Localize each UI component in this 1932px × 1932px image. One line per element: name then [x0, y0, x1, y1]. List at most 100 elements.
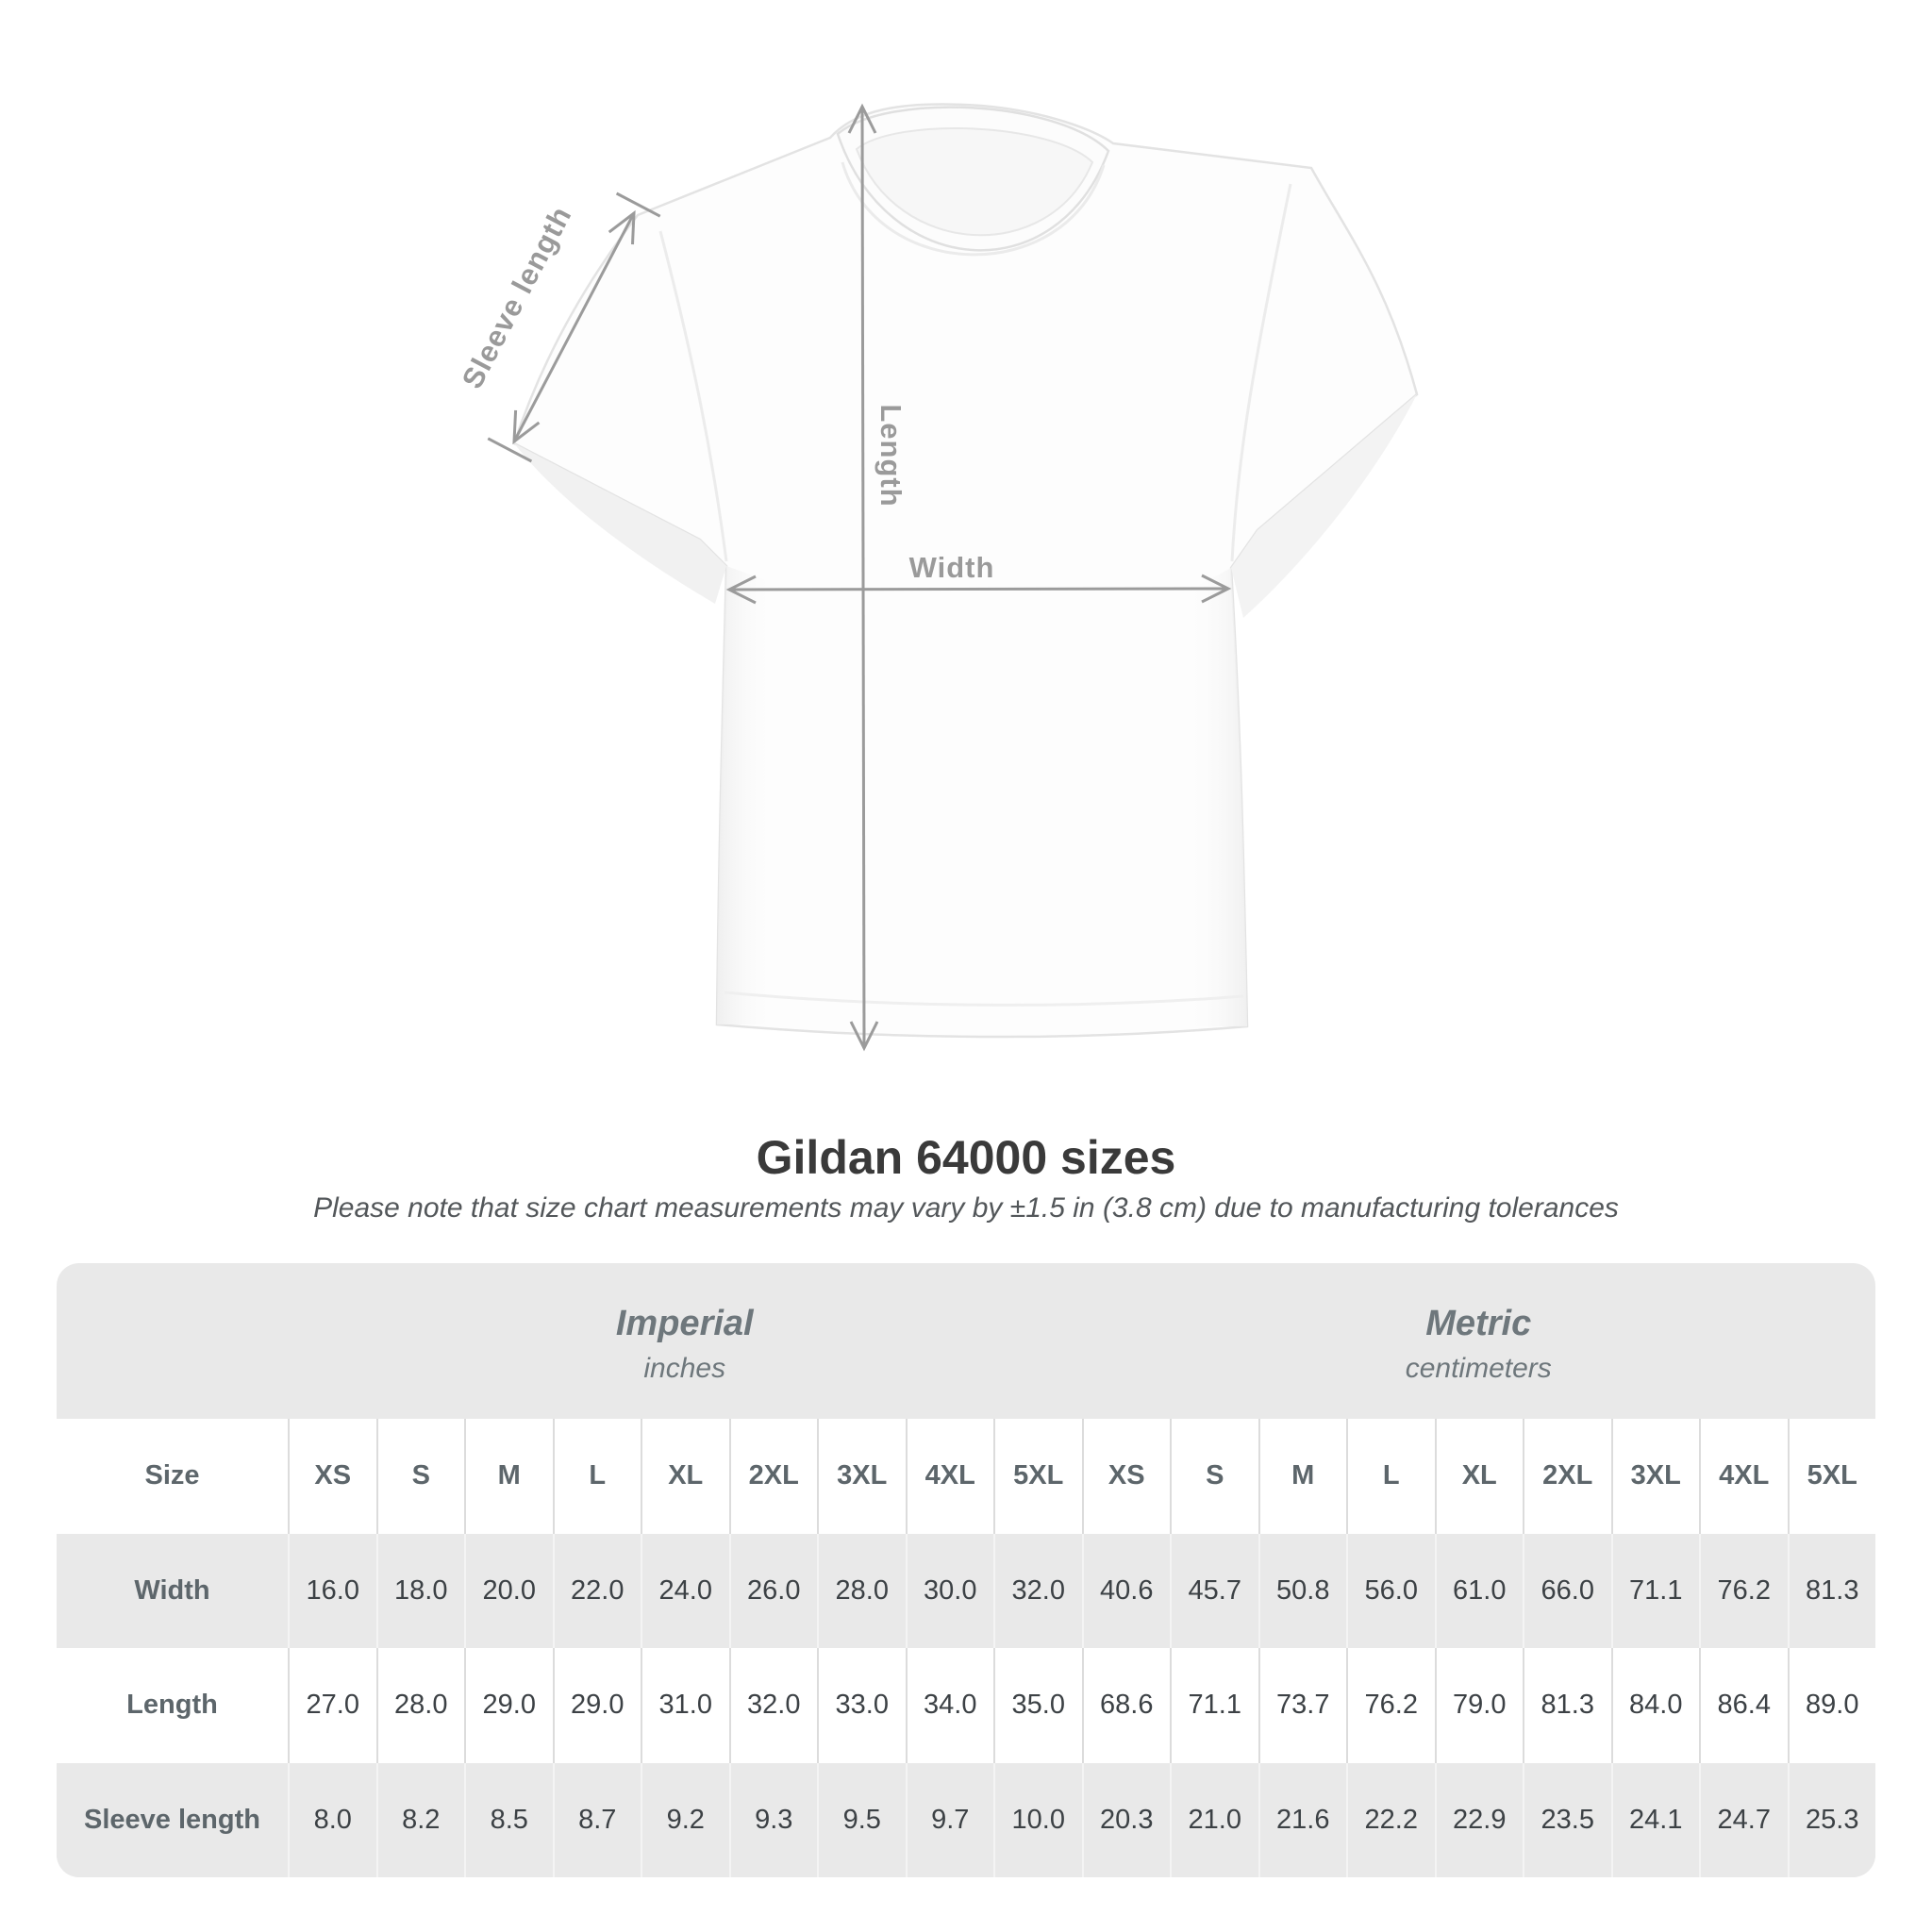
- size-column-header: Size: [57, 1419, 288, 1534]
- metric-value: 79.0: [1434, 1648, 1523, 1763]
- size-header-metric: 4XL: [1699, 1419, 1788, 1534]
- imperial-value: 35.0: [993, 1648, 1082, 1763]
- imperial-value: 9.3: [728, 1762, 817, 1877]
- imperial-value: 33.0: [817, 1648, 906, 1763]
- imperial-value: 28.0: [375, 1648, 464, 1763]
- imperial-value: 16.0: [288, 1533, 376, 1648]
- metric-value: 76.2: [1699, 1533, 1788, 1648]
- collar-inner: [855, 127, 1094, 237]
- imperial-value: 8.0: [288, 1762, 376, 1877]
- imperial-unit: inches: [643, 1352, 726, 1384]
- metric-value: 81.3: [1787, 1533, 1875, 1648]
- metric-value: 56.0: [1346, 1533, 1435, 1648]
- metric-value: 22.9: [1434, 1762, 1523, 1877]
- sleeve-length-arrow: [487, 192, 661, 463]
- metric-value: 24.7: [1699, 1762, 1788, 1877]
- group-header-spacer: [57, 1263, 288, 1419]
- length-label: Length: [874, 404, 908, 507]
- size-header-metric: 5XL: [1787, 1419, 1875, 1534]
- size-header-metric: S: [1170, 1419, 1258, 1534]
- imperial-value: 8.5: [464, 1762, 553, 1877]
- metric-value: 71.1: [1610, 1533, 1699, 1648]
- size-header-metric: L: [1346, 1419, 1435, 1534]
- metric-group-header: Metric centimeters: [1082, 1263, 1876, 1419]
- metric-value: 24.1: [1610, 1762, 1699, 1877]
- metric-value: 40.6: [1081, 1533, 1170, 1648]
- hem-seam: [724, 991, 1244, 1007]
- size-header-imperial: 3XL: [817, 1419, 906, 1534]
- metric-value: 84.0: [1610, 1648, 1699, 1763]
- collar-stitch: [841, 161, 1106, 257]
- tshirt-photo: [512, 103, 1419, 1039]
- size-table-card: Imperial inches Metric centimeters Size X…: [57, 1263, 1875, 1877]
- row-label: Length: [57, 1648, 288, 1763]
- metric-value: 20.3: [1081, 1762, 1170, 1877]
- imperial-value: 32.0: [993, 1533, 1082, 1648]
- right-side-shade: [1181, 568, 1247, 1026]
- metric-unit: centimeters: [1405, 1352, 1552, 1384]
- imperial-value: 29.0: [552, 1648, 641, 1763]
- imperial-value: 8.7: [552, 1762, 641, 1877]
- imperial-value: 9.5: [817, 1762, 906, 1877]
- tshirt-size-figure: Sleeve length Length Width: [456, 103, 1419, 1052]
- size-header-imperial: 4XL: [905, 1419, 993, 1534]
- imperial-title: Imperial: [615, 1303, 754, 1343]
- size-header-imperial: 5XL: [993, 1419, 1082, 1534]
- metric-value: 86.4: [1699, 1648, 1788, 1763]
- width-arrow: [725, 574, 1232, 605]
- size-header-imperial: 2XL: [728, 1419, 817, 1534]
- right-armhole-seam: [1230, 183, 1292, 562]
- size-table-grid: Size XS S M L XL 2XL 3XL 4XL 5XL XS S M L XL 2XL 3XL 4XL 5…: [57, 1419, 1875, 1877]
- size-header-metric: XL: [1434, 1419, 1523, 1534]
- metric-value: 22.2: [1346, 1762, 1435, 1877]
- metric-value: 68.6: [1081, 1648, 1170, 1763]
- imperial-value: 31.0: [641, 1648, 729, 1763]
- size-header-metric: 3XL: [1610, 1419, 1699, 1534]
- imperial-value: 18.0: [375, 1533, 464, 1648]
- imperial-value: 29.0: [464, 1648, 553, 1763]
- imperial-value: 30.0: [905, 1533, 993, 1648]
- metric-value: 76.2: [1346, 1648, 1435, 1763]
- imperial-value: 22.0: [552, 1533, 641, 1648]
- metric-value: 50.8: [1257, 1533, 1346, 1648]
- metric-value: 71.1: [1170, 1648, 1258, 1763]
- size-header-metric: XS: [1081, 1419, 1170, 1534]
- metric-value: 81.3: [1523, 1648, 1611, 1763]
- row-label: Width: [57, 1533, 288, 1648]
- size-header-metric: 2XL: [1523, 1419, 1611, 1534]
- imperial-value: 26.0: [728, 1533, 817, 1648]
- metric-value: 21.6: [1257, 1762, 1346, 1877]
- size-header-imperial: S: [375, 1419, 464, 1534]
- left-side-shade: [717, 566, 779, 1024]
- size-header-metric: M: [1257, 1419, 1346, 1534]
- size-header-imperial: XS: [288, 1419, 376, 1534]
- metric-value: 21.0: [1170, 1762, 1258, 1877]
- metric-value: 25.3: [1787, 1762, 1875, 1877]
- size-header-imperial: L: [552, 1419, 641, 1534]
- row-label: Sleeve length: [57, 1762, 288, 1877]
- imperial-value: 27.0: [288, 1648, 376, 1763]
- imperial-value: 10.0: [993, 1762, 1082, 1877]
- size-header-imperial: M: [464, 1419, 553, 1534]
- left-armhole-seam: [658, 230, 728, 562]
- metric-value: 66.0: [1523, 1533, 1611, 1648]
- imperial-value: 8.2: [375, 1762, 464, 1877]
- imperial-value: 24.0: [641, 1533, 729, 1648]
- page-subtitle: Please note that size chart measurements…: [313, 1192, 1619, 1224]
- metric-value: 45.7: [1170, 1533, 1258, 1648]
- left-sleeve-shadow: [514, 443, 726, 604]
- metric-value: 89.0: [1787, 1648, 1875, 1763]
- page-title: Gildan 64000 sizes: [756, 1131, 1176, 1184]
- imperial-value: 32.0: [728, 1648, 817, 1763]
- width-label: Width: [909, 551, 995, 584]
- size-header-imperial: XL: [641, 1419, 729, 1534]
- metric-value: 73.7: [1257, 1648, 1346, 1763]
- imperial-value: 34.0: [905, 1648, 993, 1763]
- metric-value: 23.5: [1523, 1762, 1611, 1877]
- length-arrow: [847, 103, 879, 1052]
- imperial-value: 9.2: [641, 1762, 729, 1877]
- imperial-value: 20.0: [464, 1533, 553, 1648]
- imperial-value: 9.7: [905, 1762, 993, 1877]
- imperial-value: 28.0: [817, 1533, 906, 1648]
- right-sleeve-shadow: [1231, 394, 1417, 618]
